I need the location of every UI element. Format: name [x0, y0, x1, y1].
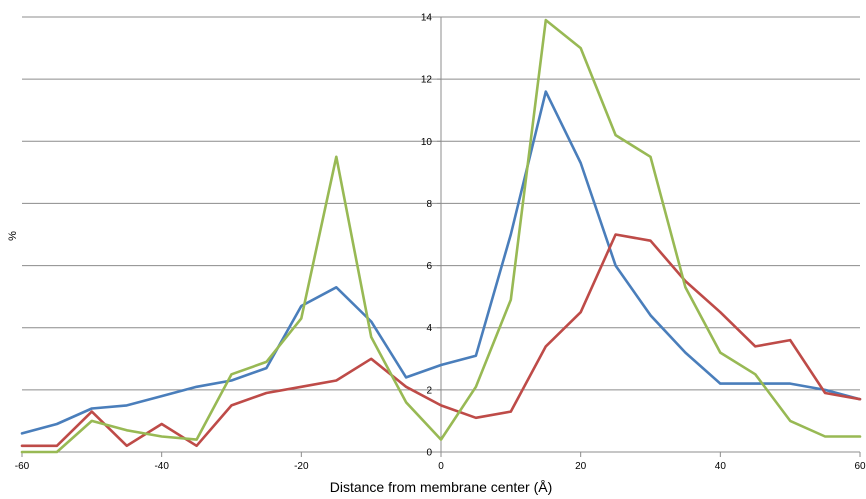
x-axis-title: Distance from membrane center (Å) [330, 479, 553, 495]
x-tick-label: -20 [294, 461, 309, 472]
series-line-2 [20, 233, 862, 448]
x-tick-label: 40 [715, 461, 727, 472]
y-tick-label: 0 [426, 448, 432, 459]
y-axis-ticks: 0 2 4 6 8 10 12 14 [421, 13, 441, 459]
series-line-1 [20, 90, 862, 435]
x-tick-label: 20 [575, 461, 587, 472]
y-tick-label: 10 [421, 137, 433, 148]
x-tick-label: 0 [438, 461, 444, 472]
x-tick-label: -40 [154, 461, 169, 472]
series-line-3 [20, 18, 862, 454]
x-tick-label: -60 [15, 461, 30, 472]
y-tick-label: 12 [421, 75, 433, 86]
y-axis-title: % [7, 231, 19, 241]
y-tick-label: 2 [426, 385, 432, 396]
y-tick-label: 4 [426, 323, 432, 334]
x-tick-label: 60 [854, 461, 866, 472]
series-lines [20, 18, 862, 454]
y-tick-label: 8 [426, 199, 432, 210]
y-tick-label: 14 [421, 13, 433, 24]
y-tick-label: 6 [426, 261, 432, 272]
